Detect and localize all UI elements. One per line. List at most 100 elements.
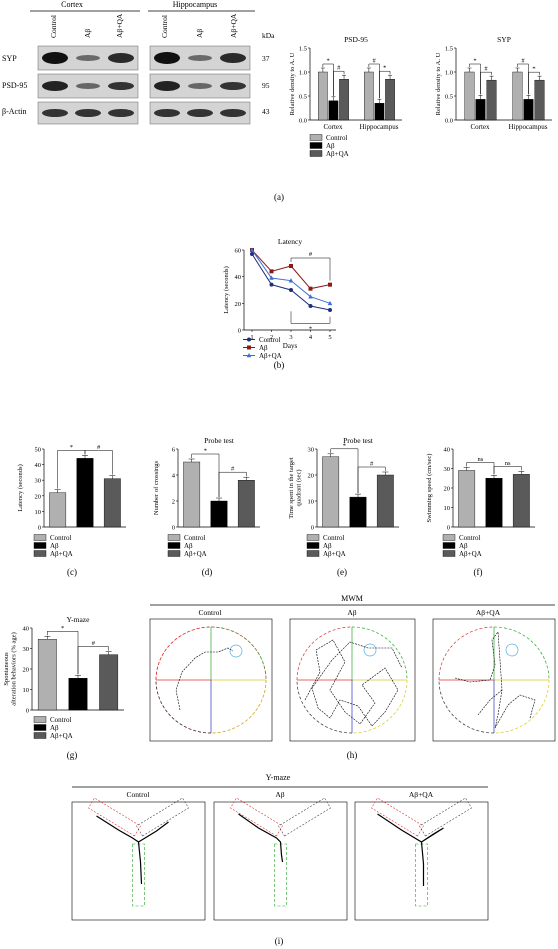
significance-bracket [493, 466, 522, 475]
blot-group-cortex: Cortex [61, 0, 83, 9]
significance-mark: * [61, 625, 64, 632]
mwm-pool-arc [155, 626, 212, 681]
data-point [327, 300, 333, 306]
data-point [328, 282, 332, 287]
bar [322, 456, 340, 528]
panel-label-h: (h) [347, 750, 358, 760]
blot-lane-label: Control [49, 15, 58, 38]
y-tick-label: 1.5 [445, 46, 453, 53]
legend-swatch [167, 550, 181, 557]
blot-band [108, 82, 134, 90]
y-tick-label: 0 [311, 525, 314, 532]
blot-band [76, 83, 100, 89]
bar [523, 99, 534, 121]
y-tick-label: 1.0 [445, 70, 453, 77]
mwm-swim-path [454, 631, 536, 729]
significance-mark: # [97, 444, 101, 451]
panel-label-a: (a) [274, 192, 284, 202]
x-tick-label: 2 [270, 334, 273, 341]
bar [512, 474, 530, 528]
y-tick-label: 20 [308, 473, 315, 480]
y-tick-label: 30 [23, 646, 30, 653]
legend-marker [247, 345, 251, 350]
legend-label: Control [259, 336, 280, 344]
bar [512, 71, 523, 121]
significance-mark: * [343, 442, 346, 449]
mwm-pool-arc [210, 626, 267, 681]
mwm-pool-arc [351, 679, 408, 734]
chart-swim-speed: 0 10 20 30 40 Swimming speed (cm/sec) ns ns [426, 447, 535, 532]
significance-mark: ns [477, 456, 483, 463]
blot-row-label: SYP [2, 54, 17, 63]
mwm-group-label: Aβ+QA [476, 608, 501, 617]
chart-title: Probe test [343, 436, 374, 445]
bar [237, 480, 255, 528]
blot-band [108, 109, 134, 117]
legend-swatch [306, 550, 320, 557]
bar [183, 461, 201, 528]
chart-title: Latency [278, 237, 302, 246]
ymaze-group-label: Control [127, 790, 150, 799]
significance-bracket [290, 311, 331, 324]
mwm-swim-path [175, 647, 234, 711]
significance-mark: * [327, 58, 330, 65]
legend-label: Control [50, 716, 71, 724]
blot-band [187, 109, 213, 117]
y-axis-label: Swimming speed (cm/sec) [426, 454, 433, 523]
legend-swatch [33, 542, 47, 549]
x-tick-label: 4 [309, 334, 313, 341]
blot-band [154, 52, 180, 64]
y-tick-label: 1.5 [299, 46, 307, 53]
y-axis-label: Number of crossings [153, 460, 160, 515]
bar [339, 78, 349, 121]
blot-band [42, 109, 68, 117]
mwm-platform [229, 644, 243, 658]
legend-label: Control [326, 134, 347, 142]
ymaze-arena [371, 797, 472, 907]
legend-swatch [167, 534, 181, 541]
legend-swatch [309, 142, 323, 149]
y-tick-label: 0.5 [299, 94, 307, 101]
legend-label: Aβ+QA [323, 550, 346, 558]
blot-band [75, 109, 101, 117]
y-axis-label: Spontaneous [3, 652, 10, 686]
x-tick-label: Cortex [323, 123, 343, 131]
chart-title: Probe test [204, 436, 235, 445]
legend-label: Aβ [459, 542, 468, 550]
data-point [269, 275, 274, 280]
x-tick-label: 3 [289, 334, 292, 341]
panel-label-e: (e) [337, 567, 347, 577]
ymaze-frame [213, 801, 348, 921]
ymaze-arm-right [419, 797, 472, 837]
data-point [308, 286, 313, 291]
x-tick-label: Hippocampus [360, 123, 399, 131]
mwm-title: MWM [341, 594, 363, 603]
chart-latency-bar: 0 10 20 30 40 50 Latency (seconds) * # [17, 444, 126, 532]
legend-marker [246, 353, 252, 358]
blot-kda-value: 37 [262, 54, 270, 63]
y-tick-label: 10 [308, 499, 315, 506]
legend-label: Aβ [50, 542, 59, 550]
legend-swatch [309, 150, 323, 157]
blot-band [42, 52, 68, 64]
blot-band [42, 81, 68, 91]
y-tick-label: 0.0 [445, 118, 453, 125]
y-tick-label: 0 [238, 328, 241, 335]
legend-swatch [33, 534, 47, 541]
bar [374, 102, 385, 121]
significance-mark: * [473, 58, 476, 65]
data-point [269, 282, 274, 287]
chart-title: PSD-95 [344, 35, 368, 44]
x-tick-label: 5 [328, 334, 331, 341]
significance-bracket [84, 450, 113, 475]
significance-mark: # [337, 65, 341, 72]
ymaze-tracks-group [71, 797, 489, 921]
data-point [289, 264, 293, 268]
legend-label: Aβ+QA [50, 732, 73, 740]
mwm-pool-arc [351, 626, 408, 681]
legend-label: Aβ [323, 542, 332, 550]
mwm-platform [363, 643, 377, 657]
y-tick-label: 20 [23, 667, 30, 674]
ymaze-track-title: Y-maze [266, 773, 291, 782]
